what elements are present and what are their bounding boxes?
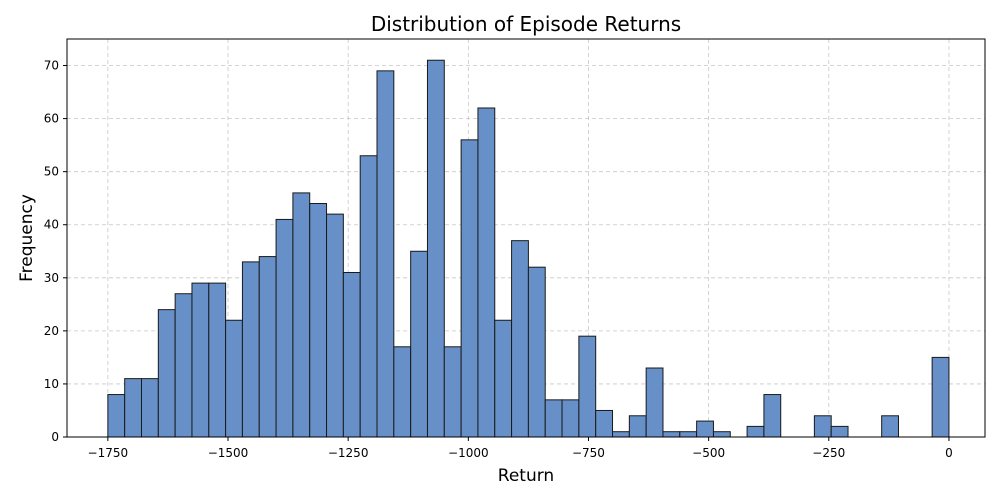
histogram-bar <box>881 415 899 438</box>
histogram-bar <box>527 266 546 438</box>
y-tick-label: 70 <box>44 59 59 73</box>
y-axis-ticks: 0 10 20 30 40 50 60 70 <box>44 59 67 444</box>
histogram-bar <box>258 256 277 438</box>
histogram-bar <box>426 59 445 438</box>
histogram-bar <box>494 319 513 438</box>
histogram-bar <box>225 319 243 438</box>
histogram-bar <box>241 261 260 438</box>
x-tick-label: −1750 <box>88 446 129 460</box>
y-axis-label: Frequency <box>17 194 37 282</box>
histogram-bar <box>107 394 126 438</box>
histogram-bar <box>813 415 832 438</box>
histogram-bar <box>174 293 193 438</box>
histogram-bar <box>477 107 496 438</box>
histogram-bar <box>275 218 294 438</box>
histogram-bar <box>326 213 344 438</box>
x-tick-label: −500 <box>692 446 725 460</box>
histogram-bar <box>679 431 698 438</box>
histogram-bar <box>376 70 395 438</box>
histogram-bar <box>410 250 428 438</box>
histogram-bar <box>763 394 782 438</box>
x-axis-label: Return <box>498 466 554 486</box>
y-tick-label: 50 <box>44 165 59 179</box>
x-tick-label: −1250 <box>328 446 369 460</box>
histogram-bar <box>830 425 849 438</box>
x-tick-label: −1000 <box>448 446 489 460</box>
histogram-bar <box>595 409 614 438</box>
histogram-bar <box>561 399 580 438</box>
chart-title: Distribution of Episode Returns <box>371 12 681 36</box>
histogram-bar <box>662 431 681 438</box>
histogram-bar <box>191 282 210 438</box>
histogram-bar <box>931 356 950 438</box>
histogram-bar <box>208 282 227 438</box>
histogram-bar <box>544 399 563 438</box>
histogram-bar <box>393 346 412 438</box>
histogram-bar <box>696 420 714 438</box>
histogram-bar <box>612 431 630 438</box>
histogram-bar <box>578 335 597 438</box>
y-tick-label: 40 <box>44 218 59 232</box>
histogram-bar <box>359 155 378 438</box>
histogram-bar <box>140 378 159 438</box>
y-tick-label: 10 <box>44 377 59 391</box>
histogram-bar <box>712 431 731 438</box>
x-tick-label: 0 <box>945 446 953 460</box>
histogram-bar <box>309 203 328 438</box>
x-tick-label: −1500 <box>208 446 249 460</box>
x-tick-label: −250 <box>812 446 845 460</box>
y-tick-label: 0 <box>51 430 59 444</box>
histogram-bar <box>511 240 529 438</box>
histogram-bar <box>460 139 479 438</box>
plot-frame <box>66 38 986 438</box>
histogram-bar <box>746 425 765 438</box>
histogram-bar <box>124 378 142 438</box>
histogram-bar <box>645 367 664 438</box>
histogram-bar <box>628 415 647 438</box>
histogram-bars <box>107 59 950 438</box>
histogram-bar <box>443 346 462 438</box>
x-axis-ticks: −1750 −1500 −1250 −1000 −750 −500 −250 0 <box>88 437 953 460</box>
y-tick-label: 20 <box>44 324 59 338</box>
histogram-bar <box>342 271 361 438</box>
histogram-bar <box>157 309 176 438</box>
x-tick-label: −750 <box>572 446 605 460</box>
y-tick-label: 60 <box>44 112 59 126</box>
histogram-bar <box>292 192 311 438</box>
y-tick-label: 30 <box>44 271 59 285</box>
